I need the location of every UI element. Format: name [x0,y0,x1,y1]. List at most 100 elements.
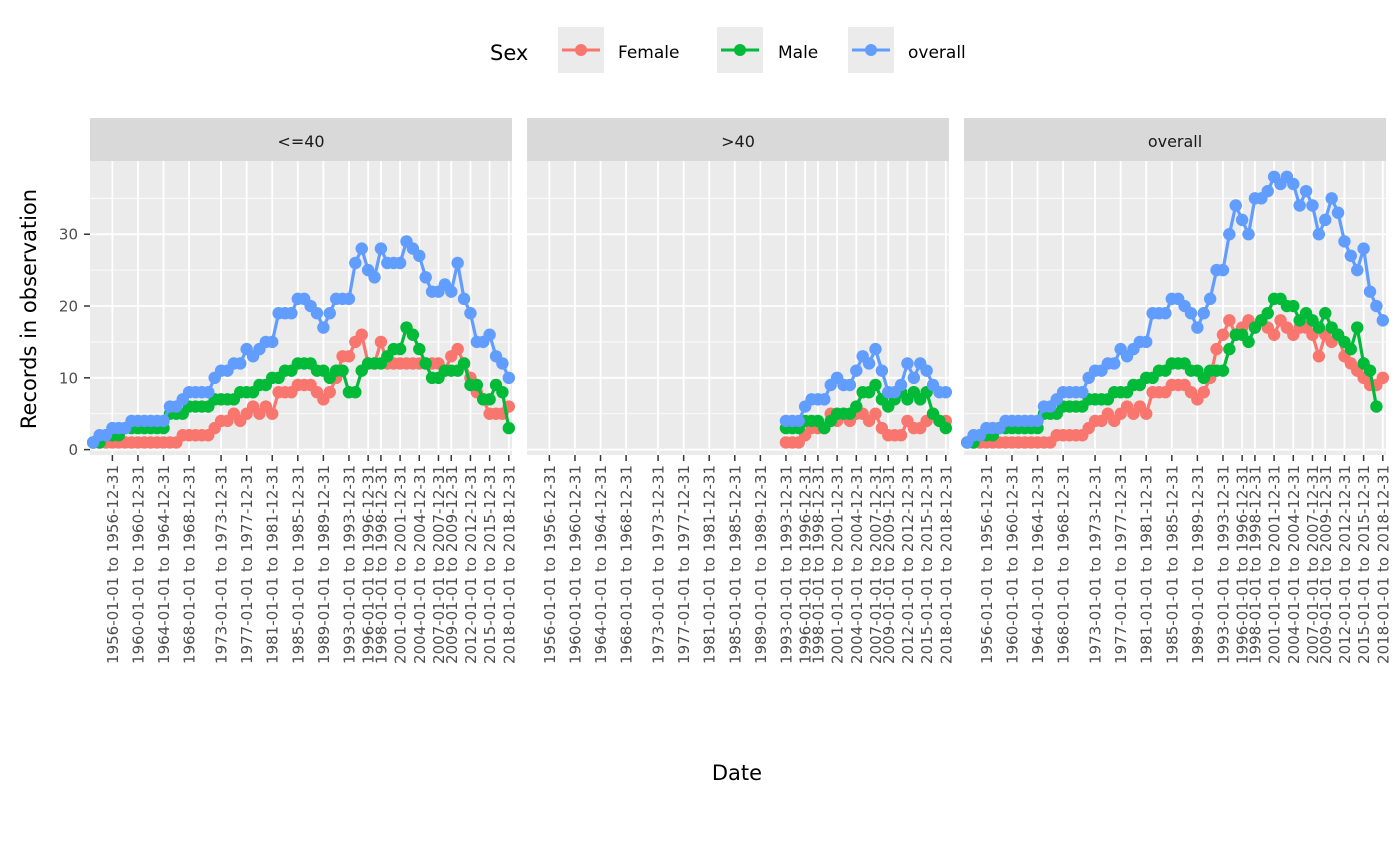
x-tick-label: 2012-01-01 to 2012-12-31 [899,465,917,664]
data-point [1376,371,1390,385]
panel-strip-label: <=40 [277,132,324,151]
x-tick-label: 2018-01-01 to 2018-12-31 [937,465,955,664]
data-point [869,407,882,420]
legend-key-point [734,44,746,56]
data-point [496,357,509,370]
data-point [419,357,432,370]
data-point [1203,292,1217,306]
data-point [939,385,952,399]
data-point [323,385,336,399]
x-tick-label: 2009-01-01 to 2009-12-31 [1317,465,1335,664]
data-point [850,400,863,413]
panel-1: <=40 1956-01-01 to 1956-12-31 1960-01-01 t… [87,118,518,664]
data-point [894,429,908,442]
x-tick-label: 1973-01-01 to 1973-12-31 [213,465,231,664]
x-tick-label: 2009-01-01 to 2009-12-31 [880,465,898,664]
data-point [202,385,215,399]
data-point [1242,228,1255,241]
x-tick-label: 1989-01-01 to 1989-12-31 [1189,465,1207,664]
data-point [818,393,831,406]
x-tick-label: 1996-01-01 to 1996-12-31 [797,465,815,664]
legend-title: Sex [490,41,528,65]
data-point [336,364,349,377]
data-point [894,378,908,392]
x-tick-label: 1968-01-01 to 1968-12-31 [181,465,199,664]
x-tick-label: 2004-01-01 to 2004-12-31 [1285,465,1303,664]
x-tick-label: 1964-01-01 to 1964-12-31 [1029,465,1047,664]
x-tick-label: 1968-01-01 to 1968-12-31 [1055,465,1073,664]
data-point [792,414,805,428]
x-tick-label: 2009-01-01 to 2009-12-31 [443,465,461,664]
legend-item-female: Female [558,27,679,73]
data-point [349,256,362,270]
data-point [1108,357,1121,370]
data-point [1140,335,1153,349]
x-tick-label: 2004-01-01 to 2004-12-31 [848,465,866,664]
data-point [1216,328,1230,341]
x-tick-label: 1985-01-01 to 1985-12-31 [289,465,307,664]
x-tick-label: 1998-01-01 to 1998-12-31 [372,465,390,664]
x-tick-label: 1981-01-01 to 1981-12-31 [701,465,719,664]
data-point [157,414,170,428]
data-point [451,256,464,270]
x-tick-label: 1956-01-01 to 1956-12-31 [541,465,559,664]
data-point [1191,321,1204,334]
x-tick-label: 1989-01-01 to 1989-12-31 [315,465,333,664]
legend-label: Male [778,43,818,63]
x-axis-title: Date [712,761,762,785]
data-point [393,342,407,356]
y-tick-label: 10 [59,369,78,387]
data-point [457,292,471,306]
data-point [496,385,509,399]
x-tick-label: 1960-01-01 to 1960-12-31 [566,465,584,664]
data-point [317,321,330,334]
data-point [1338,235,1351,248]
data-point [1031,414,1044,428]
x-tick-label: 1981-01-01 to 1981-12-31 [1138,465,1156,664]
legend-label: overall [908,43,966,63]
x-tick-label: 2001-01-01 to 2001-12-31 [392,465,410,664]
data-point [1312,350,1326,363]
x-tick-label: 2018-01-01 to 2018-12-31 [1374,465,1392,664]
x-tick-label: 1960-01-01 to 1960-12-31 [1003,465,1021,664]
series-overall [87,235,515,449]
x-tick-label: 2015-01-01 to 2015-12-31 [918,465,936,664]
panel-strip [964,118,1386,161]
data-point [1229,199,1242,212]
data-point [1216,364,1230,377]
data-point [1140,407,1153,420]
data-point [323,307,336,320]
x-tick-label: 1996-01-01 to 1996-12-31 [360,465,378,664]
data-point [1261,307,1274,320]
panel-3: overall 1956-01-01 to 1956-12-31 1960-01-0… [961,118,1392,664]
panel-background [90,161,512,455]
x-tick-label: 1981-01-01 to 1981-12-31 [264,465,282,664]
data-point [483,328,496,341]
x-tick-label: 2012-01-01 to 2012-12-31 [1336,465,1354,664]
panel-background [527,161,949,455]
data-point [502,371,515,385]
data-point [901,357,914,370]
legend-key-point [865,44,877,56]
data-point [1325,192,1338,205]
data-point [862,357,876,370]
data-point [1351,321,1364,334]
data-point [1319,213,1332,227]
data-point [1159,307,1172,320]
data-point [483,393,496,406]
x-tick-label: 2001-01-01 to 2001-12-31 [829,465,847,664]
data-point [374,242,388,255]
data-point [342,350,356,363]
data-point [1223,228,1236,241]
panel-strip [90,118,512,161]
data-point [1293,199,1306,212]
panel-2: >40 1956-01-01 to 1956-12-31 1960-01-01 to… [527,118,955,664]
y-tick-label: 0 [68,441,78,459]
x-tick-label: 1977-01-01 to 1977-12-31 [675,465,693,664]
x-tick-label: 1973-01-01 to 1973-12-31 [1087,465,1105,664]
x-tick-label: 1977-01-01 to 1977-12-31 [1112,465,1130,664]
x-tick-label: 1956-01-01 to 1956-12-31 [978,465,996,664]
data-point [413,249,426,262]
data-point [1376,314,1390,327]
legend: Sex Female Male overall [490,27,966,73]
